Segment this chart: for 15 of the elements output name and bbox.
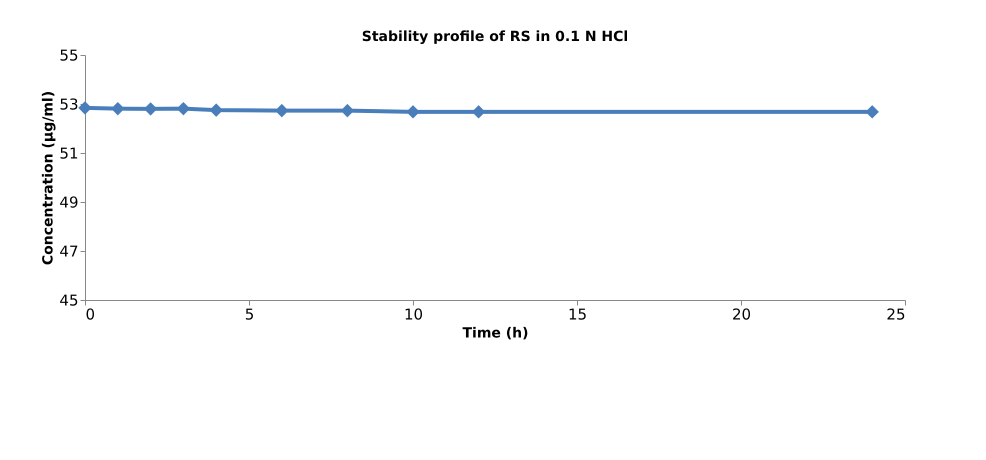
x-tick-label: 20: [732, 306, 752, 324]
y-tick-label: 55: [59, 46, 78, 64]
y-tick-label: 47: [59, 242, 78, 260]
y-tick-label: 51: [59, 144, 78, 162]
chart-title: Stability profile of RS in 0.1 N HCl: [362, 29, 628, 45]
x-tick-label: 0: [86, 306, 96, 324]
y-tick-label: 45: [59, 292, 78, 310]
x-axis-title: Time (h): [462, 326, 529, 342]
x-tick-label: 5: [244, 306, 254, 324]
y-tick-label: 49: [59, 194, 78, 212]
x-tick-label: 10: [404, 306, 424, 324]
y-axis-title: Concentration (µg/ml): [40, 90, 56, 266]
x-tick-label: 15: [568, 306, 588, 324]
y-tick-label: 53: [59, 96, 78, 114]
x-tick-label: 25: [886, 306, 906, 324]
